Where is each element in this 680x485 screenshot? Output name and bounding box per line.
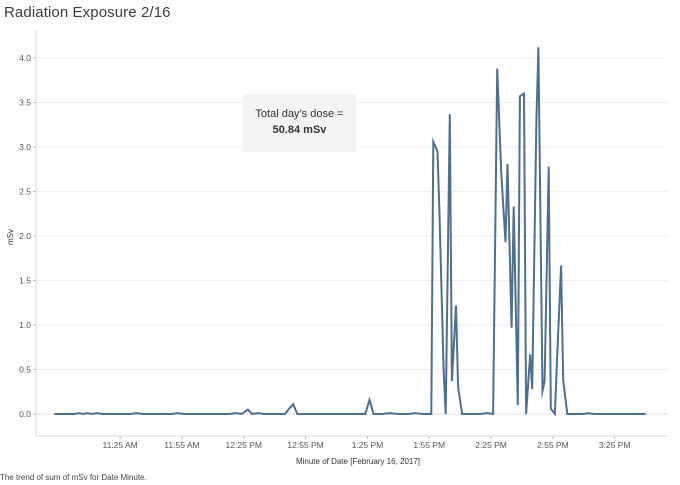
y-axis: 0.0 0.5 1.0 1.5 2.0 2.5 3.0 3.5 4.0	[19, 30, 37, 436]
x-tick-label: 12:25 PM	[226, 440, 262, 450]
x-tick-label: 3:25 PM	[599, 440, 631, 450]
x-axis: 11:25 AM 11:55 AM 12:25 PM 12:55 PM 1:25 PM 1…	[36, 435, 668, 450]
chart-title: Radiation Exposure 2/16	[4, 4, 171, 21]
y-tick-label: 1.0	[19, 320, 31, 330]
y-tick-label: 2.5	[19, 187, 31, 197]
chart-caption: The trend of sum of mSv for Date Minute.	[0, 473, 147, 482]
series-layer	[54, 47, 646, 417]
y-tick-label: 1.5	[19, 276, 31, 286]
line-chart: 0.0 0.5 1.0 1.5 2.0 2.5 3.0 3.5 4.0 11:25 AM 11:5…	[6, 30, 668, 466]
x-axis-label: Minute of Date [February 16, 2017]	[296, 457, 420, 466]
x-tick-label: 1:55 PM	[413, 440, 445, 450]
series-line	[54, 47, 646, 417]
y-tick-label: 4.0	[19, 53, 31, 63]
x-tick-label: 2:55 PM	[537, 440, 569, 450]
x-tick-label: 2:25 PM	[475, 440, 507, 450]
y-tick-label: 3.0	[19, 142, 31, 152]
y-tick-label: 0.5	[19, 365, 31, 375]
total-dose-annotation: Total day’s dose = 50.84 mSv	[243, 94, 356, 152]
x-tick-label: 11:55 AM	[164, 440, 199, 450]
x-tick-label: 1:25 PM	[352, 440, 384, 450]
y-tick-label: 2.0	[19, 231, 31, 241]
annotation-value: 50.84 mSv	[272, 124, 327, 136]
y-tick-label: 3.5	[19, 98, 31, 108]
y-axis-label: mSv	[6, 229, 15, 245]
x-tick-label: 11:25 AM	[102, 440, 137, 450]
y-tick-label: 0.0	[19, 409, 31, 419]
x-tick-label: 12:55 PM	[287, 440, 323, 450]
annotation-label: Total day’s dose =	[255, 108, 344, 120]
